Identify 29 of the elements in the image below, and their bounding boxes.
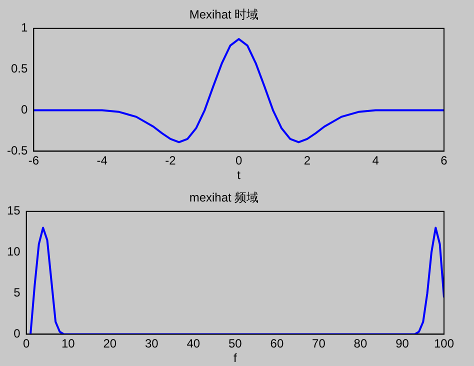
x-tick-label: -4 (96, 154, 108, 168)
y-tick-label: 0 (20, 102, 28, 117)
x-tick-label: -6 (28, 154, 40, 168)
x-tick-label: 100 (434, 336, 454, 351)
x-tick-label: 50 (228, 336, 242, 351)
y-tick-label: 0 (14, 326, 21, 341)
x-tick-label: 70 (312, 336, 326, 351)
x-tick-label: 6 (440, 154, 448, 168)
x-axis-title: t (237, 168, 242, 182)
y-tick-label: 5 (14, 286, 21, 300)
y-tick-label: 10 (6, 244, 21, 259)
y-tick-label: -0.5 (6, 144, 28, 158)
y-tick-label: 1 (20, 20, 28, 35)
x-tick-label: 40 (186, 336, 200, 351)
x-tick-label: 20 (103, 336, 117, 351)
y-tick-label: 15 (6, 204, 21, 218)
x-tick-label: 80 (354, 336, 368, 351)
x-tick-label: 2 (304, 154, 311, 168)
x-tick-label: 60 (270, 336, 284, 351)
x-tick-label: 4 (372, 154, 380, 168)
chart-title: mexihat 频域 (189, 190, 259, 205)
x-tick-label: 30 (144, 336, 159, 351)
y-tick-label: 0.5 (10, 62, 28, 76)
x-tick-label: -2 (165, 154, 176, 168)
x-tick-label: 0 (235, 154, 242, 168)
x-tick-label: 90 (396, 336, 410, 351)
chart-title: Mexihat 时域 (189, 8, 259, 22)
x-tick-label: 10 (61, 336, 76, 351)
x-axis-title: f (234, 351, 238, 366)
